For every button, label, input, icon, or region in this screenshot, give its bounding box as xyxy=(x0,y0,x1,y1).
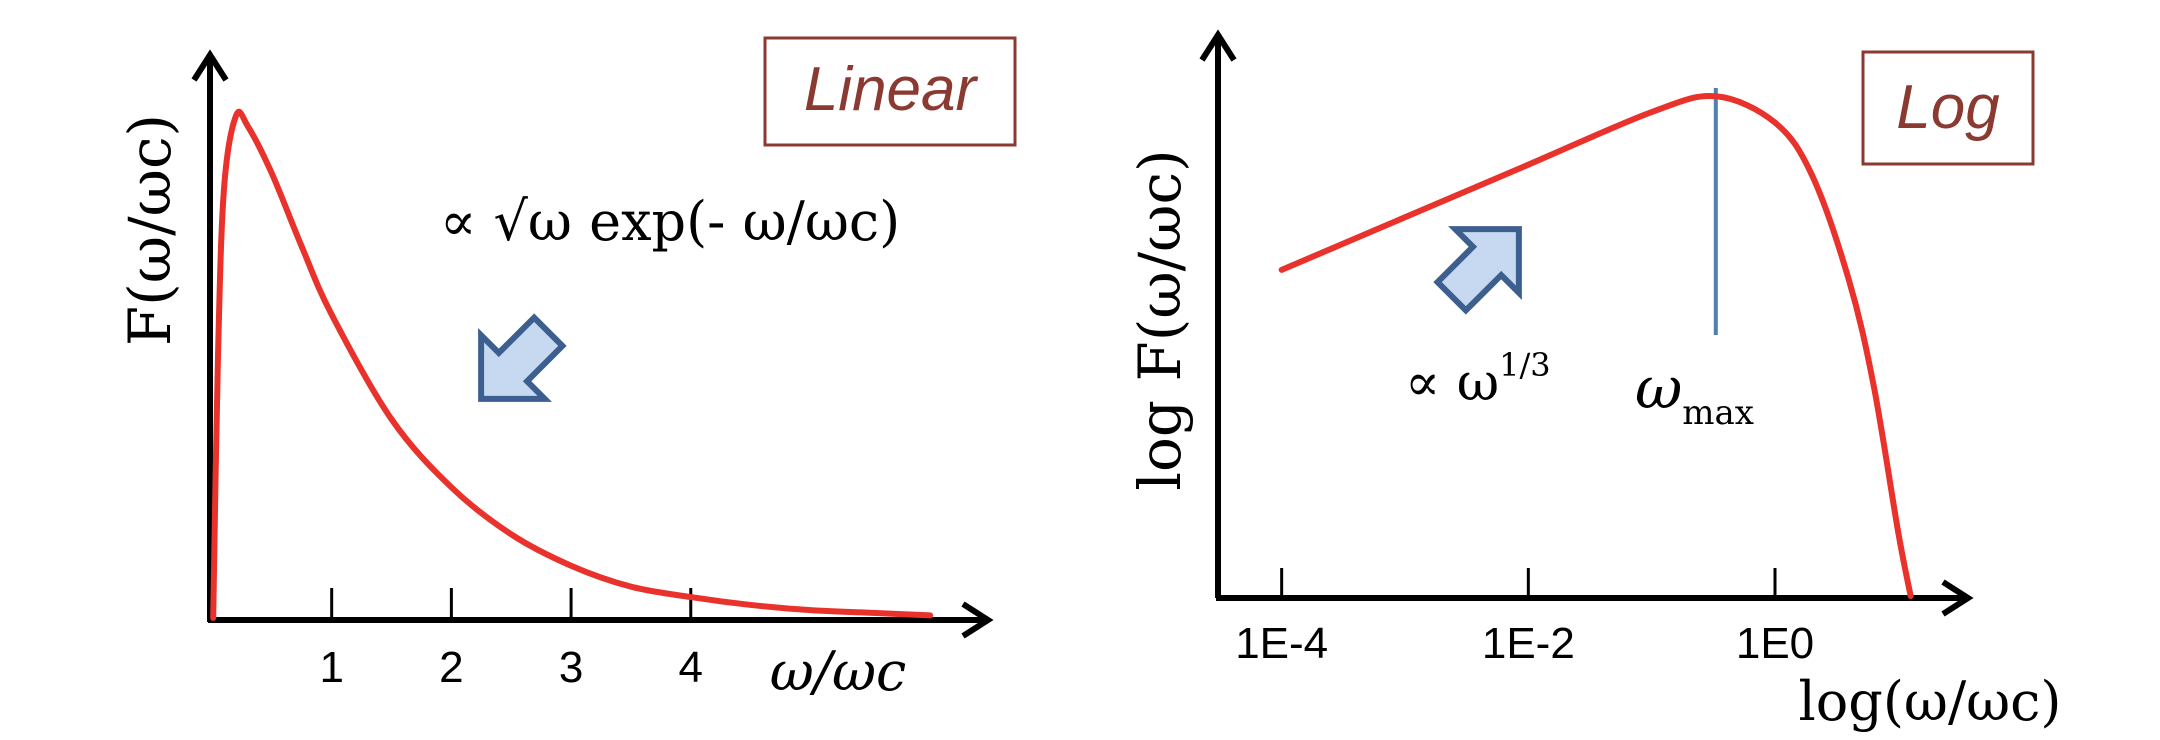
linear-x-4-tick-label: 4 xyxy=(679,643,703,692)
linear-x-axis-arrowhead xyxy=(961,601,994,639)
log-chart: 1E-4 1E-2 1E0 Log log F(ω/ωc) log(ω/ωc) ∝ … xyxy=(1126,29,2062,733)
log-x-label: log(ω/ωc) xyxy=(1799,670,2062,733)
omega-max-subscript: max xyxy=(1682,393,1754,433)
log-x-1E0-tick-label: 1E0 xyxy=(1736,619,1814,668)
log-data-curve xyxy=(1278,93,1914,599)
linear-x-ticks: 1 2 3 4 xyxy=(319,588,703,692)
log-x-axis-arrowhead xyxy=(1941,579,1974,617)
log-annotation-exponent: 1/3 xyxy=(1499,346,1551,384)
linear-x-1-tick-label: 1 xyxy=(319,643,343,692)
log-x-ticks: 1E-4 1E-2 1E0 xyxy=(1235,568,1814,668)
linear-y-label: F(ω/ωc) xyxy=(116,114,184,346)
log-y-label: log F(ω/ωc) xyxy=(1126,149,1194,490)
linear-x-3-tick-label: 3 xyxy=(559,643,583,692)
log-pointer-arrow xyxy=(1433,226,1522,315)
omega-max-label: ωmax xyxy=(1635,354,1754,433)
linear-y-axis-arrowhead xyxy=(191,49,229,82)
log-title: Log xyxy=(1896,73,1999,142)
log-y-axis-arrowhead xyxy=(1199,29,1237,62)
linear-pointer-arrow xyxy=(478,313,567,402)
linear-chart: 1 2 3 4 Linear F(ω/ωc) ω/ωc ∝ √ω exp(- ω/ωc… xyxy=(116,36,1017,703)
linear-title: Linear xyxy=(804,55,979,124)
linear-data-curve xyxy=(210,108,934,621)
omega-max-symbol: ω xyxy=(1635,354,1682,422)
log-x-1E-2-tick-label: 1E-2 xyxy=(1482,619,1575,668)
linear-annotation: ∝ √ω exp(- ω/ωc) xyxy=(440,190,900,253)
log-annotation-base: ∝ ω xyxy=(1405,353,1499,413)
linear-x-2-tick-label: 2 xyxy=(439,643,463,692)
log-annotation: ∝ ω1/3 xyxy=(1405,346,1551,413)
linear-title-box xyxy=(763,36,1017,147)
log-title-box xyxy=(1861,50,2035,166)
log-x-1E-4-tick-label: 1E-4 xyxy=(1235,619,1328,668)
linear-x-label: ω/ωc xyxy=(770,640,907,703)
